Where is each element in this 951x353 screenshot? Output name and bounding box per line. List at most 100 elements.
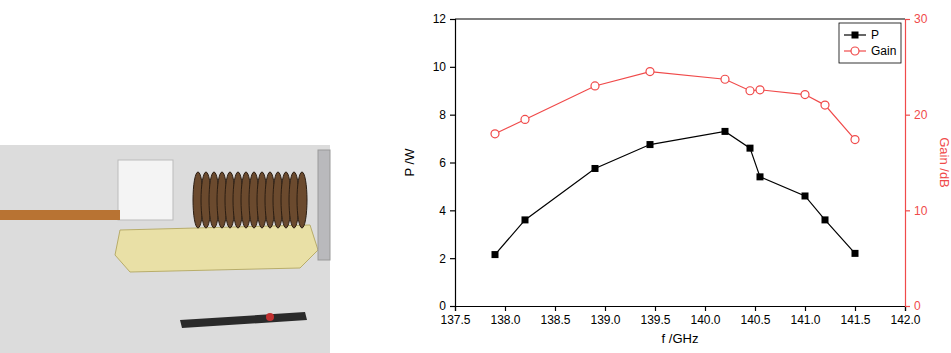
- data-point: [721, 75, 729, 83]
- y2-axis-tick-label: 30: [914, 12, 928, 26]
- data-point: [522, 216, 529, 223]
- metal-block: [318, 150, 330, 260]
- y-axis-line: [450, 20, 456, 307]
- y-axis-tick: 2: [439, 252, 455, 266]
- x-axis-title: f /GHz: [662, 331, 699, 346]
- y-axis-title: P /W: [402, 148, 417, 177]
- data-point: [491, 130, 499, 138]
- legend-label: P: [871, 28, 879, 42]
- y-axis-tick: 10: [433, 60, 455, 74]
- photo-ground: [0, 145, 330, 353]
- y-axis-tick-mark: [450, 115, 455, 116]
- x-axis-tick: 141.5: [840, 306, 870, 327]
- x-axis-tick: 138.0: [490, 306, 520, 327]
- x-axis-line: [456, 307, 906, 312]
- y2-axis-tick: 0: [905, 299, 921, 313]
- x-axis-tick: 141.0: [790, 306, 820, 327]
- legend-marker: [851, 47, 859, 55]
- data-point: [756, 86, 764, 94]
- data-point: [746, 87, 754, 95]
- y2-axis-tick-mark: [905, 210, 910, 211]
- x-axis-tick-label: 138.5: [540, 313, 570, 327]
- data-point: [802, 192, 809, 199]
- legend-marker: [852, 32, 859, 39]
- series-line: [495, 72, 855, 140]
- pen: [180, 312, 307, 328]
- x-axis-tick-label: 141.0: [790, 313, 820, 327]
- y-axis-tick-label: 6: [439, 156, 446, 170]
- coil-turn: [297, 172, 307, 228]
- y-axis-tick-label: 8: [439, 108, 446, 122]
- y-axis-tick-mark: [450, 210, 455, 211]
- y-axis-tick: 8: [439, 108, 455, 122]
- pen-button: [266, 313, 274, 321]
- data-point: [822, 216, 829, 223]
- legend: P Gain: [839, 23, 901, 63]
- data-point: [851, 136, 859, 144]
- data-point: [647, 141, 654, 148]
- x-axis-tick-mark: [655, 306, 656, 311]
- y-axis-tick: 0: [439, 299, 455, 313]
- y2-axis-tick: 30: [905, 12, 928, 26]
- y2-axis: 0 10 20 30: [905, 12, 928, 313]
- y2-axis-tick-label: 0: [914, 299, 921, 313]
- series-line: [495, 131, 855, 254]
- y-axis: 0 2 4 6 8 10 12: [433, 12, 456, 313]
- x-axis-tick-label: 137.5: [440, 313, 470, 327]
- coil: [193, 172, 307, 228]
- data-point: [591, 82, 599, 90]
- legend-label: Gain: [871, 44, 896, 58]
- y-axis-tick-label: 4: [439, 204, 446, 218]
- x-axis-tick: 138.5: [540, 306, 570, 327]
- data-point: [722, 128, 729, 135]
- y-axis-tick: 4: [439, 204, 455, 218]
- y-axis-tick-label: 12: [433, 12, 447, 26]
- plot-frame-top: [455, 18, 905, 19]
- y-axis-tick-mark: [450, 162, 455, 163]
- y2-axis-line: [906, 20, 911, 307]
- x-axis-tick-label: 141.5: [840, 313, 870, 327]
- x-axis-tick-mark: [705, 306, 706, 311]
- x-axis-tick-mark: [805, 306, 806, 311]
- y-axis-tick-mark: [450, 258, 455, 259]
- y-axis-tick-label: 10: [433, 60, 447, 74]
- y2-axis-tick-label: 10: [914, 204, 928, 218]
- data-point: [646, 68, 654, 76]
- y2-axis-tick-mark: [905, 115, 910, 116]
- x-axis-tick: 139.0: [590, 306, 620, 327]
- x-axis-tick: 140.0: [690, 306, 720, 327]
- y-axis-tick: 12: [433, 12, 455, 26]
- x-axis-tick-mark: [555, 306, 556, 311]
- x-axis-tick-label: 140.5: [740, 313, 770, 327]
- chart-page: 137.5 138.0 138.5 139.0 139.5 140.0 140.5 141.0…: [0, 0, 951, 353]
- data-point: [852, 250, 859, 257]
- y2-axis-tick: 10: [905, 204, 928, 218]
- data-point: [757, 173, 764, 180]
- y-axis-tick-mark: [450, 306, 455, 307]
- y2-axis-tick-label: 20: [914, 108, 928, 122]
- y2-axis-tick: 20: [905, 108, 928, 122]
- white-block: [118, 160, 173, 220]
- legend-box: [839, 23, 901, 63]
- data-point: [821, 101, 829, 109]
- y-axis-tick: 6: [439, 156, 455, 170]
- x-axis-tick-label: 140.0: [690, 313, 720, 327]
- data-point: [492, 251, 499, 258]
- x-axis-tick-mark: [755, 306, 756, 311]
- photo-sketch: [0, 145, 330, 353]
- x-axis: 137.5 138.0 138.5 139.0 139.5 140.0 140.5 141.0…: [440, 306, 920, 327]
- x-axis-tick: 140.5: [740, 306, 770, 327]
- x-axis-tick-label: 139.0: [590, 313, 620, 327]
- y2-axis-tick-mark: [905, 306, 910, 307]
- y-axis-tick-mark: [450, 67, 455, 68]
- circuit-board: [115, 225, 318, 272]
- x-axis-tick-label: 138.0: [490, 313, 520, 327]
- data-point: [592, 165, 599, 172]
- coax-cable: [0, 210, 120, 220]
- x-axis-tick-mark: [605, 306, 606, 311]
- x-axis-tick-mark: [855, 306, 856, 311]
- x-axis-tick: 139.5: [640, 306, 670, 327]
- x-axis-tick-label: 139.5: [640, 313, 670, 327]
- data-point: [747, 145, 754, 152]
- y-axis-tick-mark: [450, 19, 455, 20]
